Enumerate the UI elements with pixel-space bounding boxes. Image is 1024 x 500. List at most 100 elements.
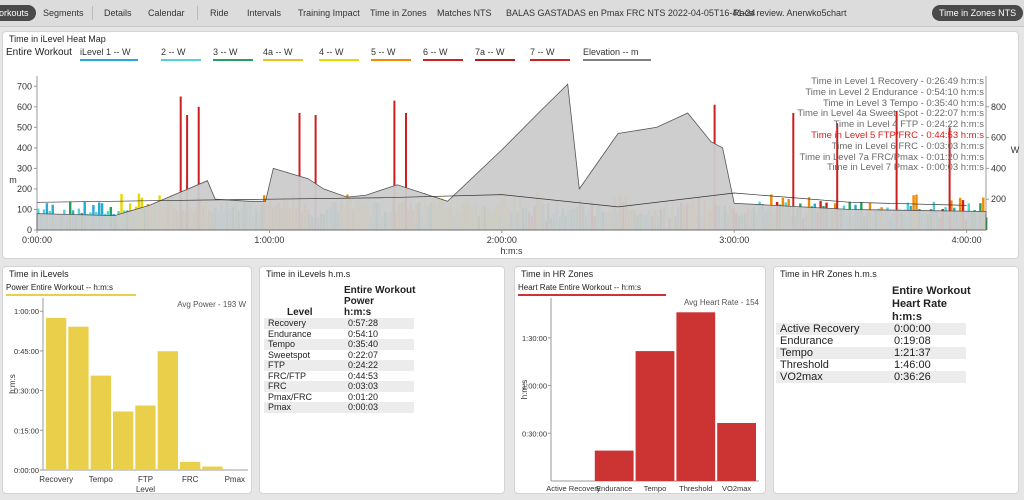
ilevels-x-tick-label: FRC (182, 475, 199, 484)
heatmap-right-axis-label: W (1011, 145, 1020, 155)
heatmap-power-spike (895, 110, 898, 230)
view-tab-bar: orkouts Segments Details Calendar Ride I… (0, 0, 1024, 27)
tab-race-review[interactable]: Race review. Anerwko5chart (733, 8, 847, 18)
hr-row-time: 1:46:00 (894, 358, 931, 371)
hr-x-tick-label: Active Recovery (546, 484, 600, 493)
heatmap-legend-swatch (583, 59, 651, 61)
heatmap-annotation: Time in Level 4 FTP - 0:24:22 h:m:s (833, 119, 984, 131)
heatmap-left-tick-label: 500 (17, 122, 32, 132)
heatmap-power-spike (298, 113, 301, 230)
hr-table-title: Time in HR Zones h.m.s (780, 269, 877, 279)
table-row: Tempo 0:35:40 (264, 339, 414, 350)
ilevels-x-tick-label: Pmax (225, 475, 245, 484)
heatmap-right-tick-label: 800 (991, 102, 1006, 112)
heatmap-x-tick-label: 2:00:00 (487, 235, 517, 245)
heatmap-left-tick-label: 400 (17, 143, 32, 153)
ilevels-bar (202, 466, 223, 470)
ilevels-y-axis-label: h:m:s (8, 374, 17, 394)
ilevels-y-tick-label: 0:30:00 (14, 387, 39, 396)
heatmap-legend-swatch (319, 59, 359, 61)
ilevels-x-axis-label: Level (136, 485, 155, 494)
heatmap-legend-label: 7 -- W (530, 47, 555, 57)
hr-x-tick-label: Endurance (596, 484, 632, 493)
ilevels-row-time: 0:01:20 (348, 391, 379, 402)
ilevels-bar (135, 405, 156, 470)
ilevels-row-level: FRC (264, 381, 344, 392)
hr-chart-title: Time in HR Zones (521, 269, 594, 279)
ilevels-chart-title: Time in iLevels (9, 269, 69, 279)
heatmap-power-spike (393, 100, 396, 230)
table-row: Recovery 0:57:28 (264, 318, 414, 329)
tab-matches-nts[interactable]: Matches NTS (437, 8, 492, 18)
ilevels-table-panel: Time in iLevels h.m.s Entire Workout Pow… (259, 266, 505, 494)
hr-row-zone: Threshold (780, 358, 829, 371)
ilevels-table-header-power: Power (344, 296, 375, 307)
ilevels-bar (180, 461, 201, 470)
tab-calendar[interactable]: Calendar (148, 8, 185, 18)
heatmap-left-tick-label: 600 (17, 102, 32, 112)
heatmap-legend-label: 4 -- W (319, 47, 344, 57)
tab-intervals[interactable]: Intervals (247, 8, 282, 18)
heatmap-annotation: Time in Level 2 Endurance - 0:54:10 h:m:… (805, 86, 984, 98)
heatmap-annotation: Time in Level 1 Recovery - 0:26:49 h:m:s (811, 76, 984, 87)
ilevels-table: Recovery 0:57:28 Endurance 0:54:10 Tempo 0:35… (264, 318, 414, 413)
heatmap-power-line (36, 192, 967, 208)
heatmap-legend-label: Elevation -- m (583, 47, 639, 57)
heatmap-annotation: Time in Level 4a Sweet Spot - 0:22:07 h:… (797, 108, 984, 120)
hr-bar (676, 312, 716, 481)
heatmap-left-tick-label: 0 (27, 225, 32, 235)
ilevels-row-level: Recovery (264, 318, 344, 329)
heatmap-legend-swatch (371, 59, 411, 61)
heatmap-elevation-area (36, 83, 987, 231)
heatmap-x-tick-label: 3:00:00 (719, 235, 749, 245)
hr-row-time: 1:21:37 (890, 347, 966, 359)
hr-row-zone: Tempo (776, 347, 890, 359)
heatmap-power-spike (179, 96, 182, 230)
heatmap-annotation: Time in Level 6 FRC - 0:03:03 h:m:s (831, 140, 984, 152)
hr-row-zone: Active Recovery (776, 323, 890, 335)
tab-ride[interactable]: Ride (210, 8, 229, 18)
hr-bar (717, 423, 756, 481)
table-row: Sweetspot 0:22:07 (264, 350, 414, 361)
heatmap-annotation: Time in Level 5 FTP/FRC - 0:44:53 h:m:s (811, 130, 984, 141)
heatmap-legend-label: 4a -- W (263, 47, 293, 57)
tab-balas-gastadas[interactable]: BALAS GASTADAS en Pmax FRC NTS 2022-04-0… (506, 8, 756, 18)
tab-separator (92, 6, 93, 20)
ilevels-row-time: 0:22:07 (348, 349, 379, 360)
tab-training-impact[interactable]: Training Impact (298, 8, 360, 18)
heatmap-left-tick-label: 100 (17, 204, 32, 214)
hr-x-tick-label: Tempo (644, 484, 667, 493)
ilevels-avg-label: Avg Power - 193 W (177, 300, 246, 309)
tab-workouts[interactable]: orkouts (0, 5, 36, 21)
tab-segments[interactable]: Segments (43, 8, 84, 18)
heatmap-chart: 0 100 200 300 400 500 600 700 200 400 600 800 0:00:0… (9, 76, 1020, 256)
heatmap-power-spike (186, 115, 189, 230)
hr-bar (635, 351, 675, 481)
heatmap-legend-swatch (263, 59, 303, 61)
ilevels-row-time: 0:54:10 (348, 328, 379, 339)
hr-y-tick-label: 1:00:00 (522, 382, 547, 391)
hr-chart-panel: Time in HR Zones Heart Rate Entire Worko… (514, 266, 766, 494)
hr-x-tick-label: Threshold (679, 484, 712, 493)
hr-bar (594, 450, 634, 481)
ilevels-row-time: 0:44:53 (348, 370, 379, 381)
tab-time-in-zones[interactable]: Time in Zones (370, 8, 427, 18)
ilevels-row-level: Pmax (264, 402, 344, 413)
hr-y-tick-label: 1:30:00 (522, 334, 547, 343)
heatmap-annotation: Time in Level 3 Tempo - 0:35:40 h:m:s (822, 97, 984, 109)
ilevels-bar (46, 317, 67, 470)
table-row: FRC 0:03:03 (264, 381, 414, 392)
heatmap-legend-swatch (80, 59, 138, 61)
ilevels-bar-chart: 0:00:00 0:15:00 0:30:00 0:45:00 1:00:00 Recov… (8, 298, 248, 494)
tab-details[interactable]: Details (104, 8, 132, 18)
tab-time-in-zones-nts[interactable]: Time in Zones NTS (932, 5, 1024, 21)
ilevels-bar (157, 351, 178, 470)
hr-table-header: Entire Workout Heart Rate h:m:s (892, 285, 971, 324)
hr-bar-chart: 0:30:00 1:00:00 1:30:00 Active RecoveryEndu… (520, 298, 760, 493)
heatmap-legend-swatch (475, 59, 515, 61)
heatmap-legend-swatch (213, 59, 253, 61)
table-row: FRC/FTP 0:44:53 (264, 371, 414, 382)
ilevels-y-tick-label: 0:45:00 (14, 347, 39, 356)
ilevels-table-title: Time in iLevels h.m.s (266, 269, 351, 279)
heatmap-power-spike (948, 127, 951, 230)
